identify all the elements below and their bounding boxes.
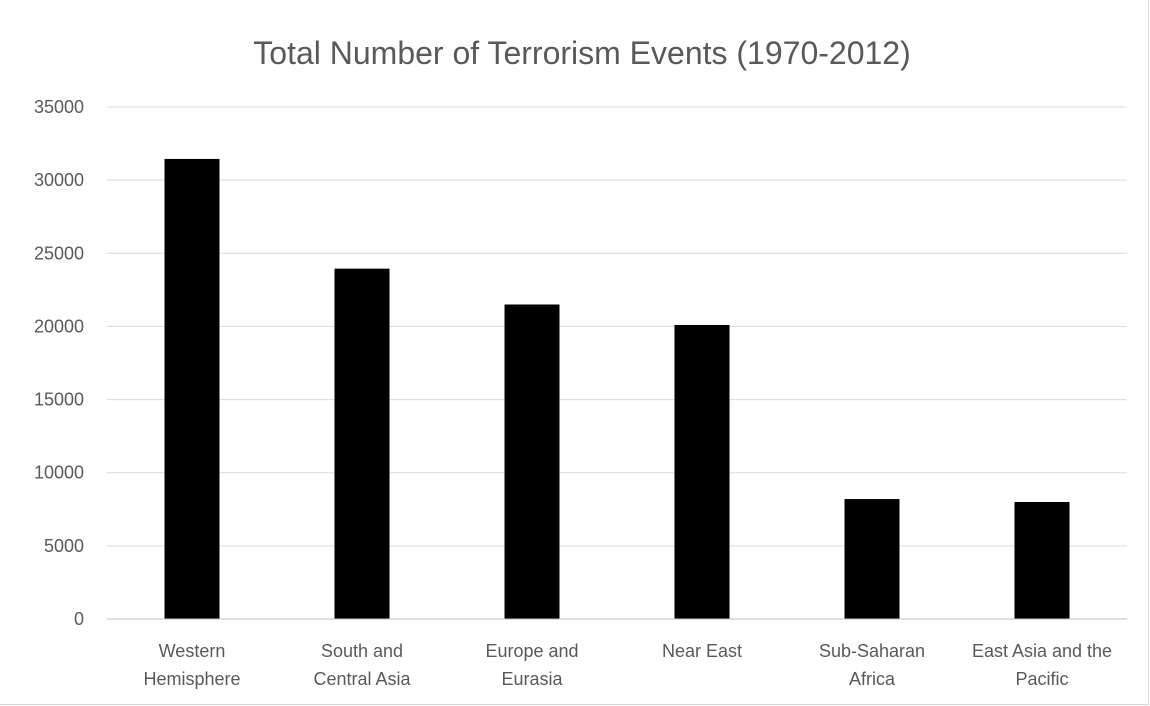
y-tick-label: 35000 [34,97,84,117]
y-tick-label: 20000 [34,316,84,336]
y-axis-ticks: 0 5000 10000 15000 20000 25000 30000 35000 [34,97,84,629]
bar [674,324,730,619]
y-tick-label: 25000 [34,243,84,263]
x-axis-ticks: Western Hemisphere South and Central Asia Eu… [143,641,1112,689]
y-tick-label: 15000 [34,390,84,410]
x-tick-label: Sub-Saharan Africa [819,641,925,689]
bar [164,158,220,619]
bars [164,158,1070,619]
bar [504,304,560,619]
x-tick-label: Europe and Eurasia [485,641,578,689]
gridlines [107,106,1127,547]
y-tick-label: 5000 [44,536,84,556]
bar [1014,501,1070,619]
x-tick-label: Western Hemisphere [143,641,240,689]
x-tick-label: Near East [662,641,742,661]
x-tick-label: East Asia and the Pacific [972,641,1112,689]
y-tick-label: 10000 [34,463,84,483]
x-tick-label: South and Central Asia [313,641,411,689]
chart-title: Total Number of Terrorism Events (1970-2… [253,35,910,71]
y-tick-label: 0 [74,609,84,629]
bar [844,499,900,619]
bar [334,268,390,619]
y-tick-label: 30000 [34,170,84,190]
